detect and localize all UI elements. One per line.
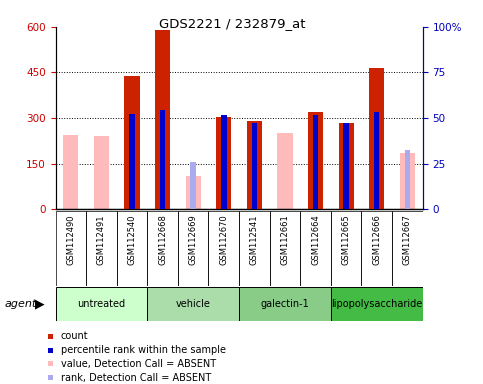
Bar — [308, 112, 323, 209]
Bar — [86, 211, 117, 286]
Text: GSM112490: GSM112490 — [66, 214, 75, 265]
Bar — [361, 211, 392, 286]
Text: GSM112541: GSM112541 — [250, 214, 259, 265]
Bar — [392, 211, 423, 286]
Bar — [185, 176, 201, 209]
Text: GSM112540: GSM112540 — [128, 214, 137, 265]
Bar — [252, 122, 257, 209]
Text: GSM112670: GSM112670 — [219, 214, 228, 265]
Bar — [331, 287, 423, 321]
Text: GSM112661: GSM112661 — [281, 214, 289, 265]
Bar — [369, 68, 384, 209]
Text: ▶: ▶ — [35, 297, 44, 310]
Bar — [63, 135, 78, 209]
Text: GDS2221 / 232879_at: GDS2221 / 232879_at — [158, 17, 305, 30]
Text: agent: agent — [5, 299, 37, 309]
Text: GSM112666: GSM112666 — [372, 214, 381, 265]
Bar — [190, 162, 196, 209]
Bar — [270, 211, 300, 286]
Text: galectin-1: galectin-1 — [261, 299, 309, 309]
Text: percentile rank within the sample: percentile rank within the sample — [60, 345, 226, 355]
Text: GSM112668: GSM112668 — [158, 214, 167, 265]
Bar — [239, 287, 331, 321]
Bar — [239, 211, 270, 286]
Bar — [94, 136, 109, 209]
Bar — [400, 153, 415, 209]
Text: GSM112669: GSM112669 — [189, 214, 198, 265]
Bar — [343, 122, 349, 209]
Bar — [277, 133, 293, 209]
Bar — [125, 76, 140, 209]
Text: GSM112664: GSM112664 — [311, 214, 320, 265]
Bar — [300, 211, 331, 286]
Bar — [147, 211, 178, 286]
Bar — [178, 211, 209, 286]
Bar — [147, 287, 239, 321]
Bar — [56, 211, 86, 286]
Bar — [209, 211, 239, 286]
Text: GSM112665: GSM112665 — [341, 214, 351, 265]
Bar — [129, 114, 135, 209]
Bar — [247, 121, 262, 209]
Text: untreated: untreated — [77, 299, 126, 309]
Text: GSM112491: GSM112491 — [97, 214, 106, 265]
Text: lipopolysaccharide: lipopolysaccharide — [331, 299, 422, 309]
Bar — [313, 115, 318, 209]
Text: count: count — [60, 331, 88, 341]
Text: value, Detection Call = ABSENT: value, Detection Call = ABSENT — [60, 359, 216, 369]
Bar — [339, 122, 354, 209]
Bar — [56, 287, 147, 321]
Bar — [216, 117, 231, 209]
Bar — [405, 150, 410, 209]
Bar — [160, 111, 165, 209]
Bar — [221, 115, 227, 209]
Bar — [374, 112, 380, 209]
Bar — [117, 211, 147, 286]
Bar — [155, 30, 170, 209]
Text: vehicle: vehicle — [176, 299, 211, 309]
Bar — [331, 211, 361, 286]
Text: GSM112667: GSM112667 — [403, 214, 412, 265]
Text: rank, Detection Call = ABSENT: rank, Detection Call = ABSENT — [60, 372, 211, 383]
